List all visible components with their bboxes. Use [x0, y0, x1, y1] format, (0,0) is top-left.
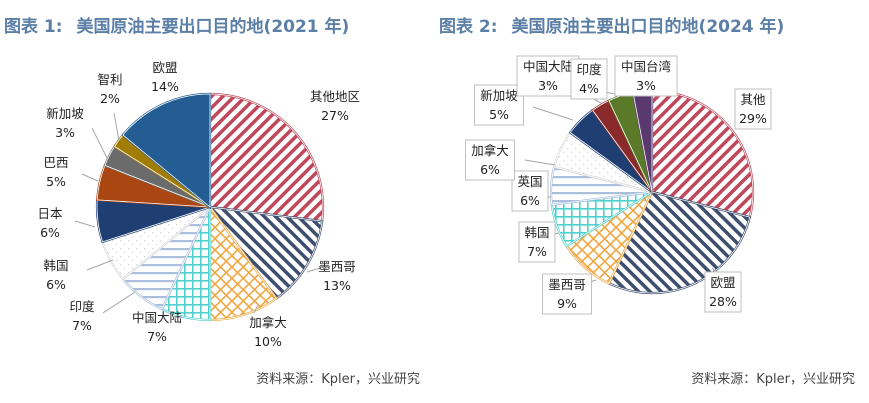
slice-name-label: 韩国: [524, 225, 549, 240]
data-label-box: [570, 58, 608, 100]
slice-value-label: 6%: [40, 225, 60, 240]
slice-value-label: 28%: [709, 294, 737, 309]
slice-value-label: 14%: [151, 79, 179, 94]
slice-value-label: 6%: [520, 193, 540, 208]
slice-value-label: 3%: [55, 125, 75, 140]
slice-name-label: 印度: [69, 299, 95, 314]
leader-line: [524, 159, 556, 166]
slice-name-label: 墨西哥: [318, 259, 356, 274]
slice-name-label: 中国台湾: [621, 59, 671, 74]
chart-panel-2024: 图表 2: 美国原油主要出口目的地(2024 年) 其他 29% 欧盟 28% 墨西哥 9%…: [435, 0, 869, 403]
leader-line: [81, 173, 99, 182]
slice-name-label: 新加坡: [480, 88, 518, 103]
chart-title-text: 美国原油主要出口目的地(2024 年): [511, 17, 785, 37]
figure-label: 图表 2:: [439, 17, 498, 37]
slice-name-label: 其他: [740, 92, 766, 107]
data-label-box: [474, 84, 524, 126]
slice-name-label: 加拿大: [471, 143, 509, 158]
slice-name-label: 墨西哥: [548, 277, 586, 292]
pie-chart-2024: 其他 29% 欧盟 28% 墨西哥 9% 韩国 7% 英国 6% 加拿大 6% 新加坡 5% 中国大陆 3% 印…: [465, 55, 772, 315]
slice-value-label: 3%: [636, 78, 656, 93]
leader-line: [91, 127, 108, 159]
leader-line: [86, 259, 114, 271]
source-note: 资料来源：Kpler，兴业研究: [691, 372, 855, 387]
slice-value-label: 5%: [46, 174, 66, 189]
slice-name-label: 印度: [576, 62, 602, 77]
slice-value-label: 5%: [489, 107, 509, 122]
leader-line: [306, 267, 321, 273]
slice-value-label: 2%: [100, 91, 120, 106]
leader-line: [532, 106, 574, 121]
chart-title: 图表 2: 美国原油主要出口目的地(2024 年): [439, 12, 784, 37]
leader-line: [253, 304, 259, 314]
figure-label: 图表 1:: [4, 17, 63, 37]
leader-line: [74, 220, 96, 228]
data-label-box: [511, 170, 549, 212]
data-label-box: [704, 271, 742, 313]
leader-line: [102, 291, 136, 314]
chart-title-text: 美国原油主要出口目的地(2021 年): [76, 17, 350, 37]
slice-name-label: 智利: [97, 72, 122, 87]
pie-chart-2021: 其他地区 27% 墨西哥 13% 加拿大 10% 中国大陆 7% 印度 7% 韩国 6% 日本 6% 巴西 5…: [37, 60, 360, 349]
chart-title: 图表 1: 美国原油主要出口目的地(2021 年): [4, 12, 349, 37]
slice-name-label: 英国: [517, 174, 542, 189]
slice-value-label: 6%: [480, 162, 500, 177]
slice-name-label: 欧盟: [710, 275, 735, 290]
slice-value-label: 3%: [538, 78, 558, 93]
slice-name-label: 新加坡: [46, 106, 84, 121]
slice-value-label: 7%: [147, 329, 167, 344]
slice-name-label: 其他地区: [310, 89, 360, 104]
leader-line: [711, 267, 717, 273]
pie-slice-1: [208, 92, 325, 223]
slice-name-label: 日本: [37, 206, 63, 221]
chart-panel-2021: 图表 1: 美国原油主要出口目的地(2021 年) 其他地区 27% 墨西哥 13% 加拿…: [0, 0, 434, 403]
slice-value-label: 13%: [323, 278, 351, 293]
data-label-box: [614, 55, 678, 97]
slice-value-label: 10%: [254, 334, 282, 349]
slice-name-label: 中国大陆: [523, 59, 573, 74]
slice-value-label: 7%: [527, 244, 547, 259]
slice-value-label: 9%: [557, 296, 577, 311]
slice-name-label: 中国大陆: [132, 310, 182, 325]
slice-name-label: 加拿大: [249, 315, 287, 330]
leader-line: [113, 112, 120, 142]
slice-name-label: 巴西: [43, 155, 68, 170]
slice-value-label: 27%: [321, 108, 349, 123]
slice-value-label: 6%: [46, 277, 66, 292]
data-label-box: [734, 88, 772, 130]
slice-value-label: 4%: [579, 81, 599, 96]
source-note: 资料来源：Kpler，兴业研究: [256, 372, 420, 387]
data-label-box: [516, 55, 580, 97]
slice-name-label: 韩国: [43, 258, 68, 273]
slice-value-label: 7%: [72, 318, 92, 333]
slice-name-label: 欧盟: [152, 60, 177, 75]
data-label-box: [542, 273, 592, 315]
data-label-box: [518, 221, 556, 263]
data-label-box: [465, 139, 515, 181]
slice-value-label: 29%: [739, 111, 767, 126]
